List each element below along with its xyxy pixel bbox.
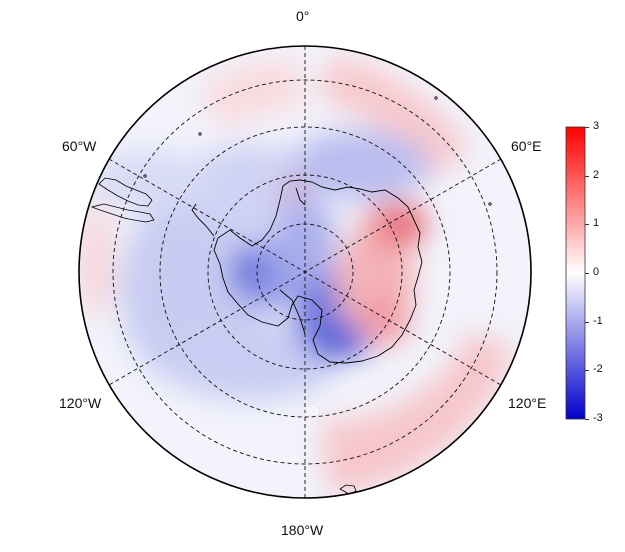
colorbar-tick-mark [585,321,589,323]
label-60e: 60°E [511,138,542,154]
colorbar-tick-label: 0 [593,266,600,278]
colorbar-tick-mark [585,273,589,274]
colorbar-tick-label: -1 [593,314,603,327]
colorbar-tick-mark [585,370,589,372]
colorbar-tick-label: -2 [593,363,603,376]
inner-ring-label: 30 [304,404,318,418]
colorbar-tick-mark [585,175,589,177]
label-120e: 120°E [508,395,547,411]
colorbar-tick-mark [585,419,589,420]
colorbar-tick-label: 1 [593,217,600,230]
map-boundary [78,45,532,499]
islands [143,96,492,495]
antarctica-coastline [191,179,423,364]
meridians [108,46,502,498]
colorbar-tick-label: -3 [593,412,603,424]
colorbar-tick-label: 2 [593,168,600,181]
colorbar-tick-mark [585,224,589,226]
anomaly-field [79,46,531,498]
label-180w: 180°W [281,522,324,538]
south-america-coastline [90,177,155,223]
colorbar-tick-label: 3 [593,120,600,132]
label-0-deg: 0° [296,8,310,24]
label-120w: 120°W [59,395,102,411]
colorbar [565,126,586,420]
label-60w: 60°W [62,138,97,154]
colorbar-tick-mark [585,127,589,128]
